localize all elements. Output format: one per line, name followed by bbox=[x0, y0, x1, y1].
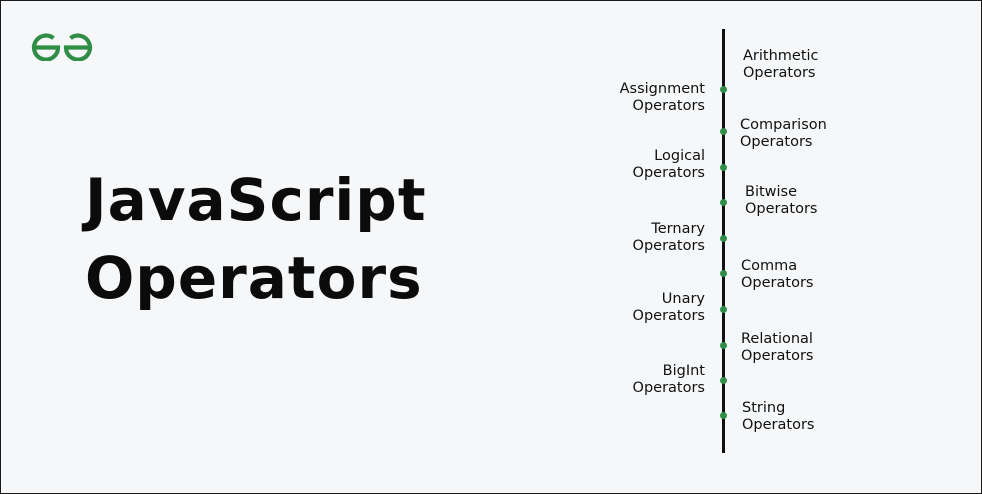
page-title: JavaScript Operators bbox=[85, 161, 427, 317]
operator-label-comparison: Comparison Operators bbox=[740, 117, 827, 150]
operator-label-bitwise: Bitwise Operators bbox=[745, 184, 818, 217]
operator-label-ternary: Ternary Operators bbox=[632, 221, 705, 254]
timeline-dot bbox=[720, 342, 727, 349]
timeline-dot bbox=[720, 235, 727, 242]
operator-label-relational: Relational Operators bbox=[741, 331, 814, 364]
timeline-dot bbox=[720, 270, 727, 277]
title-line-1: JavaScript bbox=[85, 166, 427, 234]
timeline-dot bbox=[720, 164, 727, 171]
operator-label-arithmetic: Arithmetic Operators bbox=[743, 48, 819, 81]
timeline-dot bbox=[720, 306, 727, 313]
timeline-dot bbox=[720, 377, 727, 384]
gfg-logo-icon bbox=[31, 33, 93, 61]
timeline-dot bbox=[720, 412, 727, 419]
operator-label-string: String Operators bbox=[742, 400, 815, 433]
operator-label-unary: Unary Operators bbox=[632, 291, 705, 324]
timeline-dot bbox=[720, 86, 727, 93]
timeline-dot bbox=[720, 199, 727, 206]
operator-label-comma: Comma Operators bbox=[741, 258, 814, 291]
title-line-2: Operators bbox=[85, 244, 423, 312]
operator-label-bigint: BigInt Operators bbox=[632, 363, 705, 396]
operator-label-assignment: Assignment Operators bbox=[619, 81, 705, 114]
operator-label-logical: Logical Operators bbox=[632, 148, 705, 181]
timeline-dot bbox=[720, 128, 727, 135]
